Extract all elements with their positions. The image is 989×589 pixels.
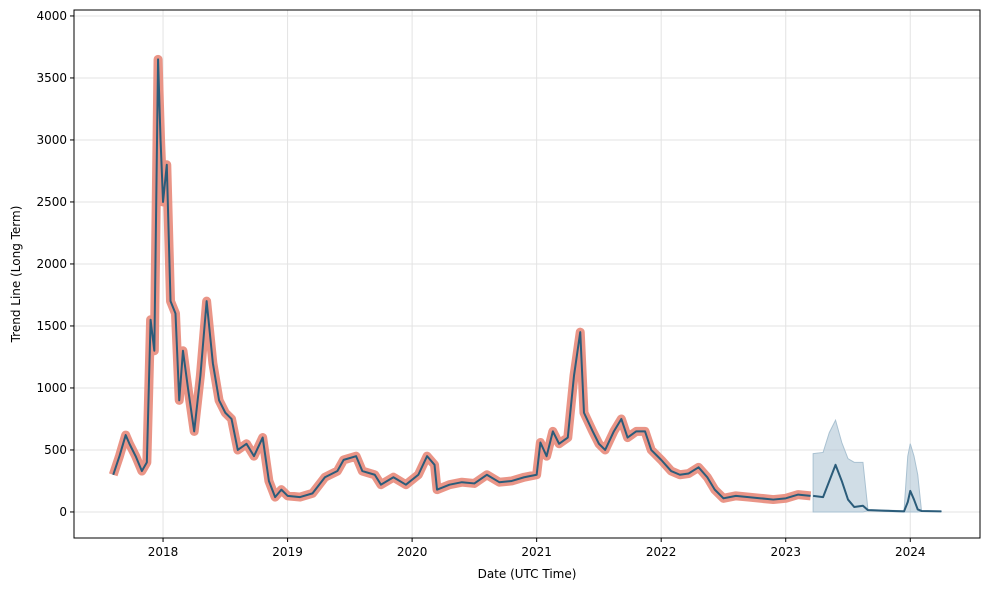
x-tick-label: 2022 <box>646 545 677 559</box>
y-tick-label: 3500 <box>36 71 67 85</box>
x-tick-label: 2018 <box>148 545 179 559</box>
y-tick-label: 1500 <box>36 319 67 333</box>
line <box>112 58 811 501</box>
y-tick-label: 2000 <box>36 257 67 271</box>
line <box>812 463 942 513</box>
y-tick-label: 0 <box>59 505 67 519</box>
y-tick-label: 500 <box>44 443 67 457</box>
plot-frame <box>73 9 981 539</box>
confidence-band <box>812 418 942 513</box>
y-tick-label: 3000 <box>36 133 67 147</box>
line-halo <box>108 54 812 505</box>
y-tick-label: 1000 <box>36 381 67 395</box>
x-tick-label: 2021 <box>521 545 552 559</box>
x-tick-label: 2020 <box>397 545 428 559</box>
y-axis-label: Trend Line (Long Term) <box>9 206 23 344</box>
y-tick-label: 2500 <box>36 195 67 209</box>
x-tick-label: 2019 <box>272 545 303 559</box>
x-tick-label: 2024 <box>895 545 926 559</box>
x-axis-label: Date (UTC Time) <box>478 567 577 581</box>
x-tick-label: 2023 <box>770 545 801 559</box>
y-tick-label: 4000 <box>36 9 67 23</box>
